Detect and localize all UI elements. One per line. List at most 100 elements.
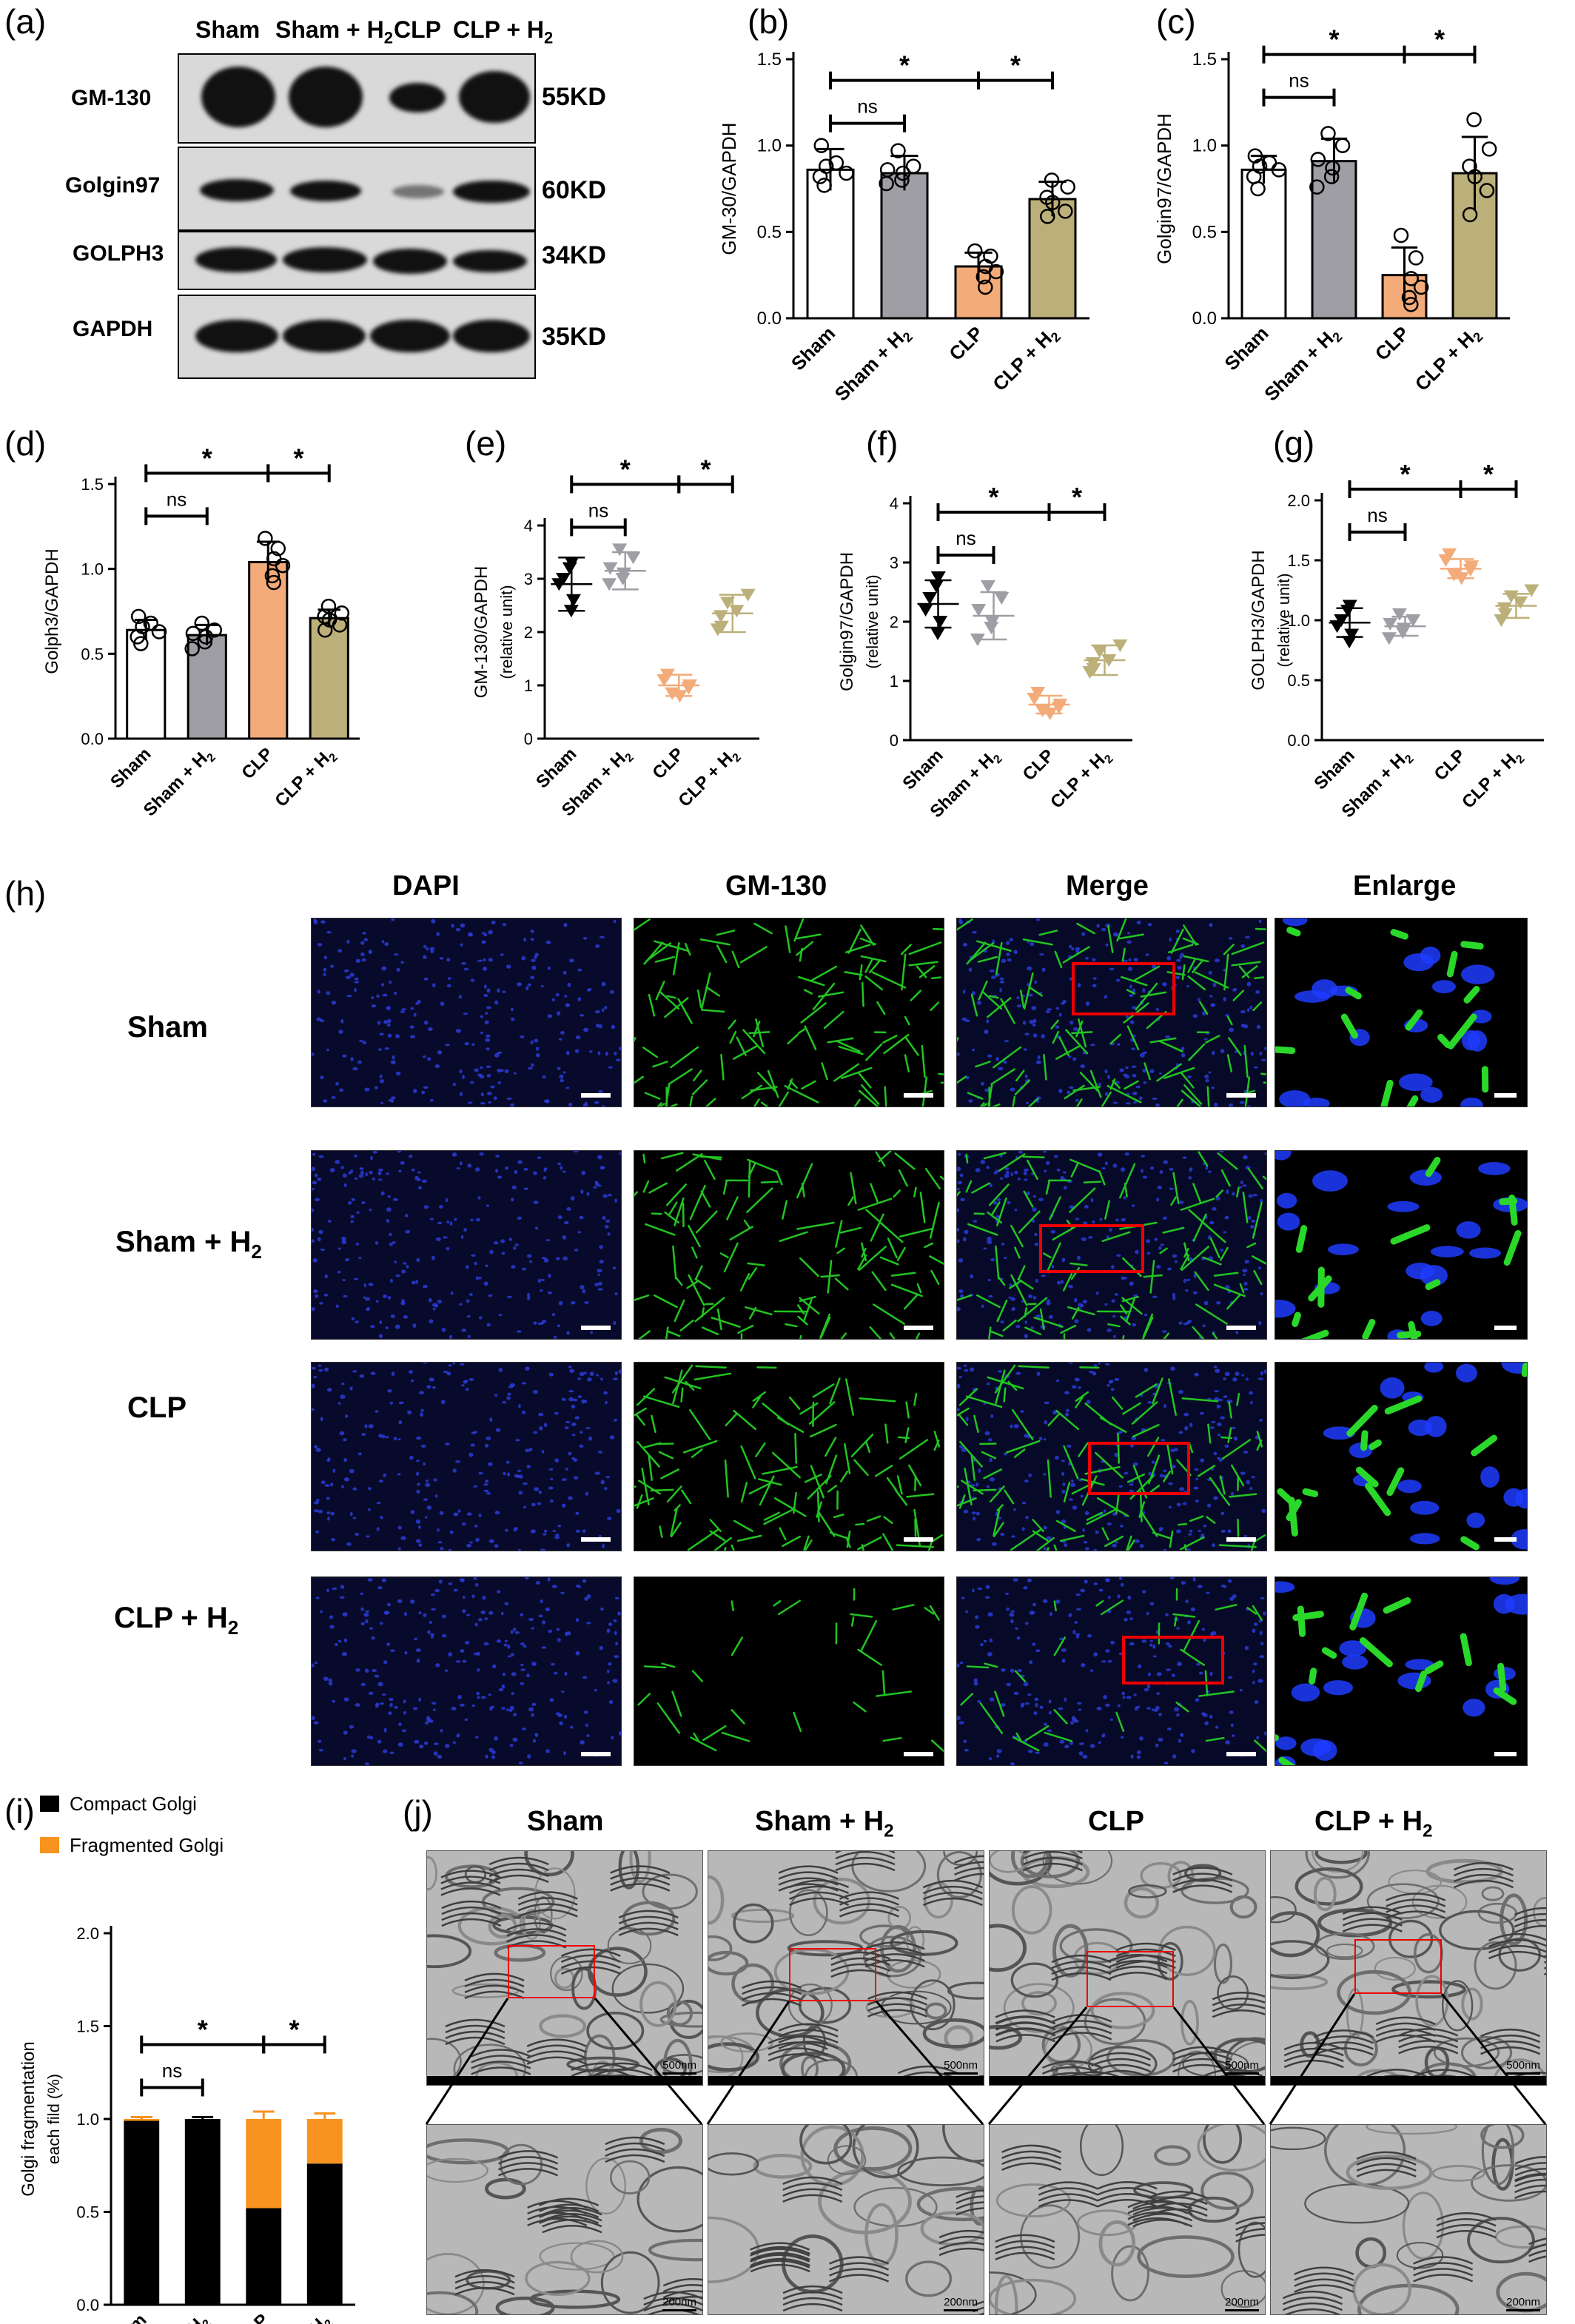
- golgi-signal: [690, 1736, 717, 1752]
- golgi-signal: [725, 1413, 738, 1427]
- golgi-signal: [1027, 1303, 1037, 1306]
- nucleus: [554, 1411, 559, 1415]
- nucleus: [607, 1681, 610, 1685]
- nucleus: [341, 1651, 347, 1656]
- significance-label: ns: [162, 2059, 182, 2081]
- nucleus: [1043, 1547, 1047, 1551]
- nucleus: [523, 1167, 528, 1171]
- nucleus: [480, 1092, 485, 1097]
- nucleus: [469, 1377, 474, 1381]
- nucleus: [383, 1727, 387, 1733]
- nucleus: [343, 1294, 348, 1298]
- golgi-signal: [1250, 1541, 1255, 1551]
- nucleus: [559, 1074, 564, 1079]
- nucleus: [492, 1664, 497, 1669]
- cisterna: [972, 2300, 984, 2307]
- golgi-signal: [668, 1201, 678, 1215]
- nucleus: [972, 1588, 975, 1593]
- golgi-signal: [695, 1265, 703, 1280]
- nucleus: [460, 1649, 465, 1653]
- nucleus: [474, 1068, 479, 1072]
- nucleus: [973, 1517, 975, 1521]
- membrane: [1128, 1884, 1167, 1898]
- scale-bar: [1494, 1326, 1517, 1330]
- nucleus: [396, 967, 400, 973]
- golgi-signal: [1181, 964, 1186, 981]
- nucleus: [1068, 1055, 1072, 1058]
- nucleus: [1035, 1314, 1041, 1318]
- nucleus: [1250, 1400, 1253, 1405]
- data-point: [563, 605, 579, 618]
- data-point: [1383, 617, 1398, 631]
- nucleus: [1141, 1169, 1144, 1173]
- golgi-signal: [695, 1210, 718, 1234]
- nucleus: [605, 1400, 608, 1405]
- y-axis-label: Golph3/GAPDH: [42, 548, 62, 674]
- golgi-signal: [809, 1423, 837, 1438]
- cisterna: [464, 1978, 525, 1988]
- membrane: [1304, 2183, 1410, 2224]
- golgi-signal: [716, 944, 728, 964]
- golgi-signal: [705, 1098, 716, 1106]
- nucleus: [384, 942, 389, 947]
- golgi-signal: [1212, 1332, 1218, 1339]
- membrane: [1271, 2126, 1326, 2151]
- nucleus: [547, 1291, 552, 1294]
- golgi-signal: [1069, 1262, 1088, 1266]
- nucleus: [509, 1744, 514, 1747]
- nucleus: [1017, 1669, 1023, 1673]
- golgi-signal: [1069, 1158, 1101, 1173]
- golgi-signal: [1360, 1430, 1369, 1451]
- golgi-signal: [834, 1277, 849, 1291]
- golgi-signal: [643, 1665, 667, 1669]
- nucleus: [1006, 952, 1010, 956]
- nucleus: [434, 1064, 440, 1069]
- info-strip: [1271, 2076, 1546, 2085]
- nucleus: [330, 1511, 335, 1516]
- nucleus: [363, 1283, 367, 1288]
- nucleus: [1172, 1754, 1177, 1759]
- nucleus: [326, 1588, 329, 1593]
- nucleus: [312, 1188, 315, 1191]
- nucleus: [437, 1754, 443, 1759]
- nucleus: [447, 977, 451, 980]
- golgi-signal: [1231, 941, 1265, 956]
- nucleus: [580, 1014, 584, 1017]
- nucleus: [1216, 1404, 1221, 1409]
- cisterna: [1375, 2016, 1436, 2026]
- nucleus: [471, 1704, 475, 1707]
- nucleus: [1066, 1444, 1072, 1448]
- nucleus: [511, 1653, 514, 1657]
- nucleus: [586, 1622, 591, 1625]
- cisterna: [488, 1862, 549, 1872]
- membrane: [1439, 1910, 1515, 1951]
- nucleus: [459, 1703, 465, 1707]
- golgi-signal: [1003, 1387, 1007, 1403]
- tem-scale-bar: [662, 2309, 696, 2311]
- nucleus: [1263, 1369, 1266, 1374]
- golgi-signal: [890, 1272, 916, 1277]
- nucleus: [1235, 1331, 1239, 1334]
- golgi-signal: [1002, 1319, 1017, 1331]
- nucleus: [973, 1682, 978, 1686]
- nucleus: [961, 1017, 967, 1021]
- nucleus: [563, 1220, 569, 1225]
- nucleus: [1061, 1648, 1067, 1652]
- nucleus: [1183, 1412, 1189, 1417]
- golgi-signal: [1025, 1725, 1050, 1742]
- data-point: [1039, 189, 1055, 205]
- nucleus: [386, 1024, 391, 1027]
- data-point: [665, 687, 680, 700]
- golgi-signal: [688, 1224, 701, 1248]
- golgi-signal: [1349, 1592, 1369, 1631]
- nucleus: [416, 1178, 421, 1181]
- cisterna: [1038, 2181, 1098, 2190]
- nucleus: [323, 1676, 329, 1682]
- membrane: [1312, 1851, 1364, 1873]
- nucleus: [400, 1161, 405, 1165]
- nucleus: [406, 1264, 409, 1269]
- nucleus: [1034, 980, 1038, 984]
- nucleus: [482, 1595, 486, 1600]
- nucleus: [604, 1005, 608, 1010]
- nucleus: [1047, 1008, 1052, 1011]
